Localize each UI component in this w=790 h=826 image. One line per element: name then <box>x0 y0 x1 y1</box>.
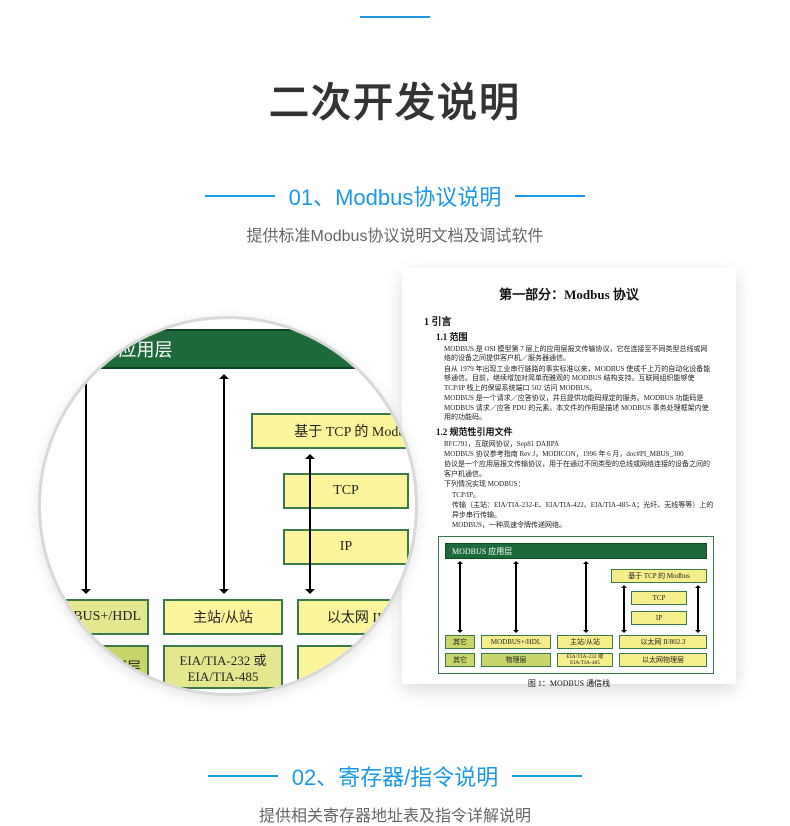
doc-section-1: 1 引言 <box>424 313 714 328</box>
lens-ethernet: 以太网 II/802.3 <box>297 599 418 635</box>
lens-arrow <box>309 457 311 591</box>
mini-app-layer: MODBUS 应用层 <box>445 543 707 559</box>
lens-ip: IP <box>283 529 409 565</box>
lens-content: MODBUS 应用层 基于 TCP 的 Modbus TCP IP MODBUS… <box>38 316 418 696</box>
doc-para: 下列情况实现 MODBUS： <box>444 480 714 489</box>
lens-tcp: TCP <box>283 473 409 509</box>
mini-eia: EIA/TIA-232 或 EIA/TIA-485 <box>557 653 613 667</box>
mini-arrow <box>459 563 461 631</box>
doc-para: 传输（主站：EIA/TIA-232-E、EIA/TIA-422、EIA/TIA-… <box>452 501 714 520</box>
mini-arrow <box>697 587 699 631</box>
top-accent-divider <box>360 16 430 18</box>
mini-master-slave: 主站/从站 <box>557 635 613 649</box>
lens-arrow <box>223 377 225 591</box>
doc-para: RFC791，互联网协议，Sep81 DARPA <box>444 440 714 449</box>
lens-phys-eth: 以太网物理层 <box>297 645 418 689</box>
magnifier-lens: MODBUS 应用层 基于 TCP 的 Modbus TCP IP MODBUS… <box>38 316 418 696</box>
mini-diagram-caption: 图 1：MODBUS 通信栈 <box>424 678 714 689</box>
lens-arrow <box>85 377 87 591</box>
section-2-header: 02、寄存器/指令说明 提供相关寄存器地址表及指令详解说明 <box>0 760 790 826</box>
mini-arrow <box>585 563 587 631</box>
mini-ip: IP <box>631 611 687 625</box>
section-1-header: 01、Modbus协议说明 提供标准Modbus协议说明文档及调试软件 <box>0 180 790 246</box>
doc-section-1-2: 1.2 规范性引用文件 <box>436 425 714 438</box>
lens-app-layer: MODBUS 应用层 <box>38 329 418 369</box>
rule-right <box>515 195 585 197</box>
section-1-title-row: 01、Modbus协议说明 <box>205 180 586 212</box>
mini-phys: 物理层 <box>481 653 551 667</box>
doc-para: TCP/IP。 <box>452 491 714 500</box>
doc-para: MODBUS 是 OSI 模型第 7 层上的应用层报文传输协议，它在连接至不同类… <box>444 345 714 364</box>
protocol-doc-card: 第一部分：Modbus 协议 1 引言 1.1 范围 MODBUS 是 OSI … <box>402 268 736 684</box>
mini-tcp: TCP <box>631 591 687 605</box>
doc-para: 自从 1979 年出现工业串行链路的事实标准以来，MODBUS 使成千上万的自动… <box>444 365 714 393</box>
lens-eia: EIA/TIA-232 或 EIA/TIA-485 <box>163 645 283 689</box>
mini-modbus-hdl: MODBUS+/HDL <box>481 635 551 649</box>
page-title: 二次开发说明 <box>0 70 790 128</box>
rule-left <box>208 775 278 777</box>
mini-protocol-diagram: MODBUS 应用层 基于 TCP 的 Modbus TCP IP 其它 MOD… <box>438 536 714 674</box>
mini-tcp-modbus: 基于 TCP 的 Modbus <box>611 569 707 583</box>
section-2-subtitle: 提供相关寄存器地址表及指令详解说明 <box>0 802 790 826</box>
doc-para: MODBUS 协议参考指南 Rev J，MODICON，1996 年 6 月，d… <box>444 450 714 459</box>
doc-para: MODBUS，一种高速令牌传递网络。 <box>452 521 714 530</box>
rule-left <box>205 195 275 197</box>
section-2-title: 02、寄存器/指令说明 <box>292 760 499 792</box>
mini-other: 其它 <box>445 635 475 649</box>
rule-right <box>512 775 582 777</box>
mini-ethernet: 以太网 II/802.3 <box>619 635 707 649</box>
mini-arrow <box>515 563 517 631</box>
doc-para: 协议是一个应用层报文传输协议，用于在通过不同类型的总线或网络连接的设备之间的客户… <box>444 460 714 479</box>
doc-para: MODBUS 是一个请求／应答协议，并且提供功能码规定的服务。MODBUS 功能… <box>444 394 714 422</box>
lens-master-slave: 主站/从站 <box>163 599 283 635</box>
lens-modbus-hdl: MODBUS+/HDL <box>38 599 149 635</box>
mini-phys-eth: 以太网物理层 <box>619 653 707 667</box>
section-1-subtitle: 提供标准Modbus协议说明文档及调试软件 <box>0 222 790 246</box>
doc-heading: 第一部分：Modbus 协议 <box>424 284 714 303</box>
mini-other2: 其它 <box>445 653 475 667</box>
lens-tcp-modbus: 基于 TCP 的 Modbus <box>251 413 418 449</box>
doc-section-1-1: 1.1 范围 <box>436 330 714 343</box>
section-2-title-row: 02、寄存器/指令说明 <box>208 760 583 792</box>
mini-arrow <box>623 587 625 631</box>
lens-phys: 物理层 <box>38 645 149 689</box>
section-1-title: 01、Modbus协议说明 <box>289 180 502 212</box>
